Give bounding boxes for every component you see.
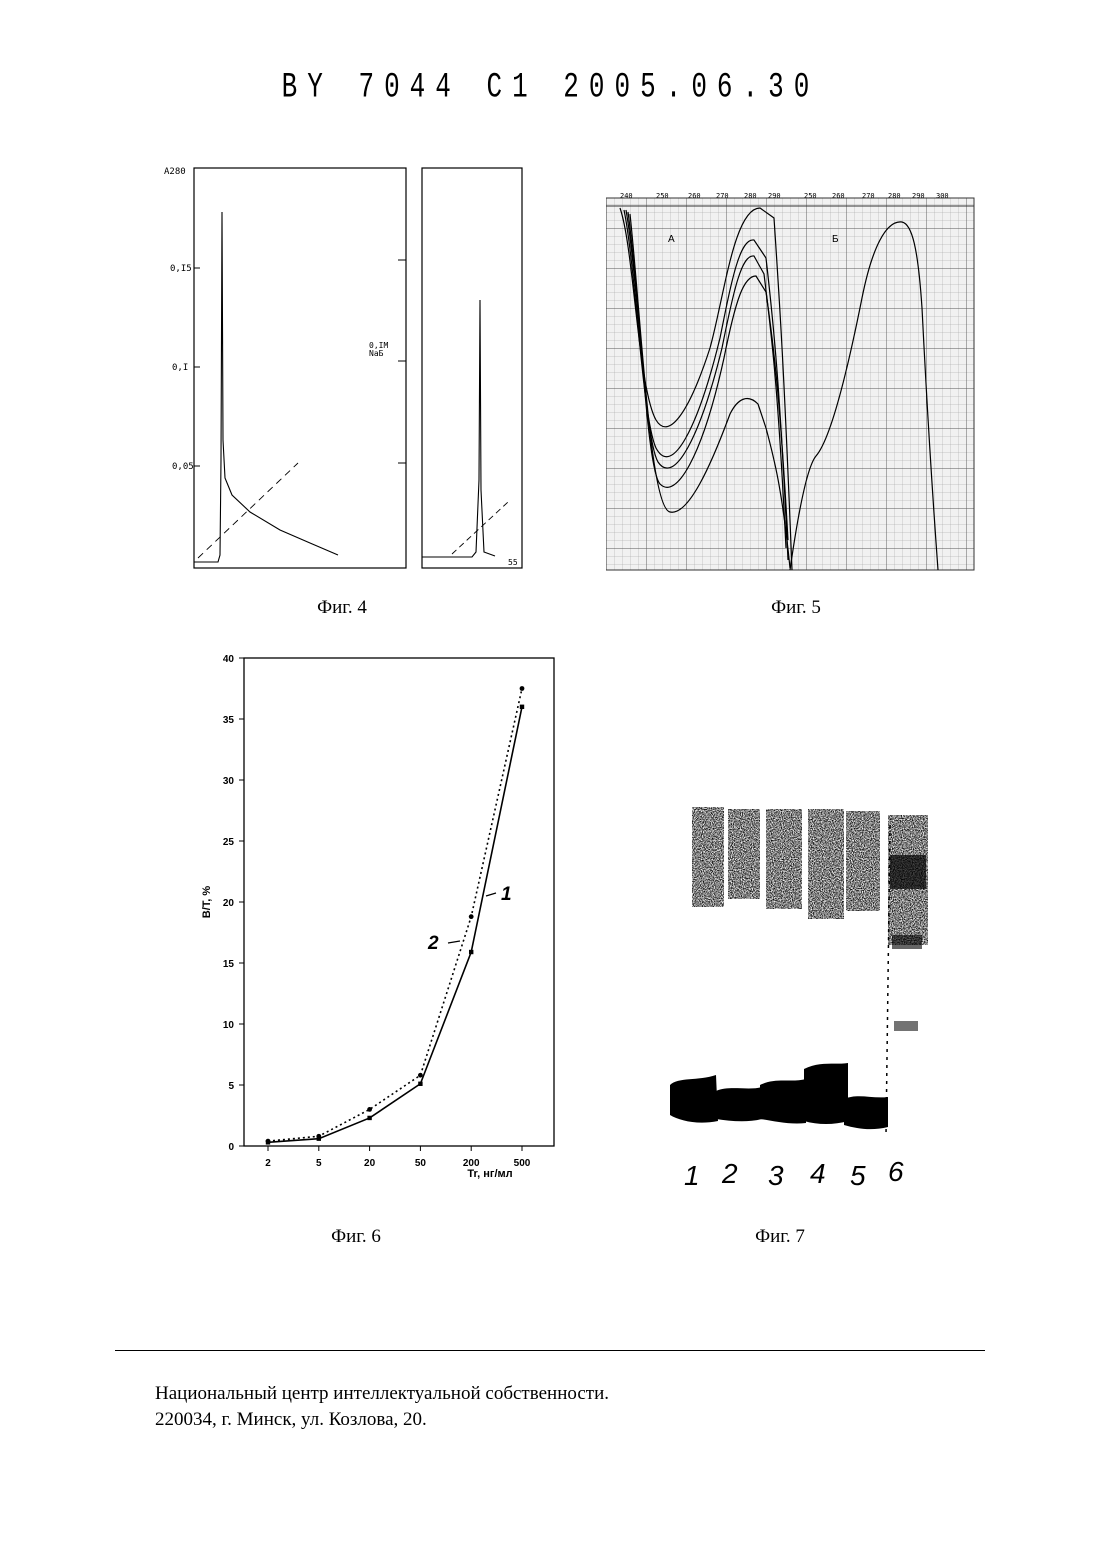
fig5-tick-label: 290 [768,192,781,200]
fig4-tick-label: 0,05 [172,462,194,472]
fig6-series-line-1 [268,689,522,1142]
fig6-point-series-2 [418,1082,422,1086]
fig5-tick-label: 280 [744,192,757,200]
footer-line-2: 220034, г. Минск, ул. Козлова, 20. [155,1407,427,1433]
fig6-point-series-1 [520,686,525,691]
fig6-point-series-2 [469,950,473,954]
fig7-lane-label: 4 [810,1158,826,1189]
fig6-point-series-2 [520,705,524,709]
footer-line-1: Национальный центр интеллектуальной собс… [155,1381,609,1407]
fig6-point-series-1 [367,1107,372,1112]
fig6-y-tick-label: 20 [223,898,235,909]
fig6-point-series-2 [266,1140,270,1144]
fig4-y-label: A280 [164,167,186,177]
footer-divider [115,1350,985,1351]
fig7-lane6-band [892,935,922,949]
fig7-band-lane5 [844,1096,888,1129]
fig4-chromatogram: A280 0,I5 0,I 0,05 0,IM NaБ 55 [160,160,530,580]
fig7-gel: 1 2 3 4 5 6 [658,795,948,1195]
fig6-caption: Фиг. 6 [256,1226,456,1248]
fig5-tick-label: 260 [688,192,701,200]
fig5-panel-b: Б [832,234,839,245]
fig5-tick-label: 260 [832,192,845,200]
fig6-series-line-2 [268,707,522,1143]
fig5-caption: Фиг. 5 [696,597,896,619]
fig6-x-tick-label: 5 [316,1158,322,1169]
fig6-curve-label-2: 2 [427,933,439,954]
fig5-tick-label: 280 [888,192,901,200]
fig4-caption: Фиг. 4 [242,597,442,619]
fig5-tick-label: 250 [656,192,669,200]
fig6-y-tick-label: 15 [223,959,235,970]
fig6-point-series-1 [418,1073,423,1078]
fig6-label-leader-2 [448,941,460,943]
fig5-tick-label: 290 [912,192,925,200]
fig6-x-tick-label: 50 [415,1158,427,1169]
fig4-peak-left [194,212,338,562]
fig4-tick-label: 0,I5 [170,264,192,274]
fig6-point-series-2 [367,1116,371,1120]
fig4-right-frame [422,168,522,568]
fig4-gradient-right [452,502,508,554]
fig5-spectra: 240 250 260 270 280 290 250 260 270 280 … [606,188,976,574]
fig6-x-tick-label: 2 [265,1158,271,1169]
fig4-side-label: NaБ [369,349,384,358]
fig6-label-leader-1 [486,893,496,896]
fig7-band-lane2 [716,1087,762,1121]
fig4-left-frame [194,168,406,568]
fig7-lane-label: 6 [888,1156,904,1187]
fig7-lane-label: 3 [768,1160,784,1191]
fig6-chart: 0510152025303540 252050200500 Tr, нг/мл … [190,645,560,1205]
fig7-lane-label: 1 [684,1160,700,1191]
fig5-panel-a: А [668,234,675,245]
fig6-y-tick-label: 30 [223,776,235,787]
fig6-y-tick-label: 40 [223,654,235,665]
fig6-y-tick-label: 35 [223,715,235,726]
fig5-tick-label: 240 [620,192,633,200]
fig6-x-tick-label: 500 [514,1158,531,1169]
fig4-tick-label: 0,I [172,363,188,373]
fig5-tick-label: 300 [936,192,949,200]
fig7-band-lane4 [804,1063,848,1124]
fig6-xlabel: Tr, нг/мл [467,1168,512,1180]
patent-header: BY 7044 C1 2005.06.30 [0,67,1101,108]
fig7-lane-label: 2 [721,1158,738,1189]
fig7-lane-label: 5 [850,1160,866,1191]
fig6-point-series-2 [317,1136,321,1140]
fig6-y-tick-label: 25 [223,837,235,848]
fig4-peak-right [422,300,495,557]
fig6-x-tick-label: 20 [364,1158,376,1169]
fig7-band-lane1 [670,1075,718,1123]
fig5-tick-label: 250 [804,192,817,200]
fig6-y-tick-label: 10 [223,1020,235,1031]
fig7-caption: Фиг. 7 [680,1226,880,1248]
fig6-y-tick-label: 0 [228,1142,234,1153]
fig7-lane6-band [894,1021,918,1031]
fig7-lane6-band [890,855,926,889]
fig6-curve-label-1: 1 [501,884,512,905]
fig6-ylabel: B/T, % [201,886,213,919]
fig5-tick-label: 270 [862,192,875,200]
fig6-point-series-1 [469,914,474,919]
fig7-band-lane3 [760,1079,806,1124]
fig6-y-tick-label: 5 [228,1081,234,1092]
fig5-tick-label: 270 [716,192,729,200]
fig4-corner-mark: 55 [508,558,518,567]
